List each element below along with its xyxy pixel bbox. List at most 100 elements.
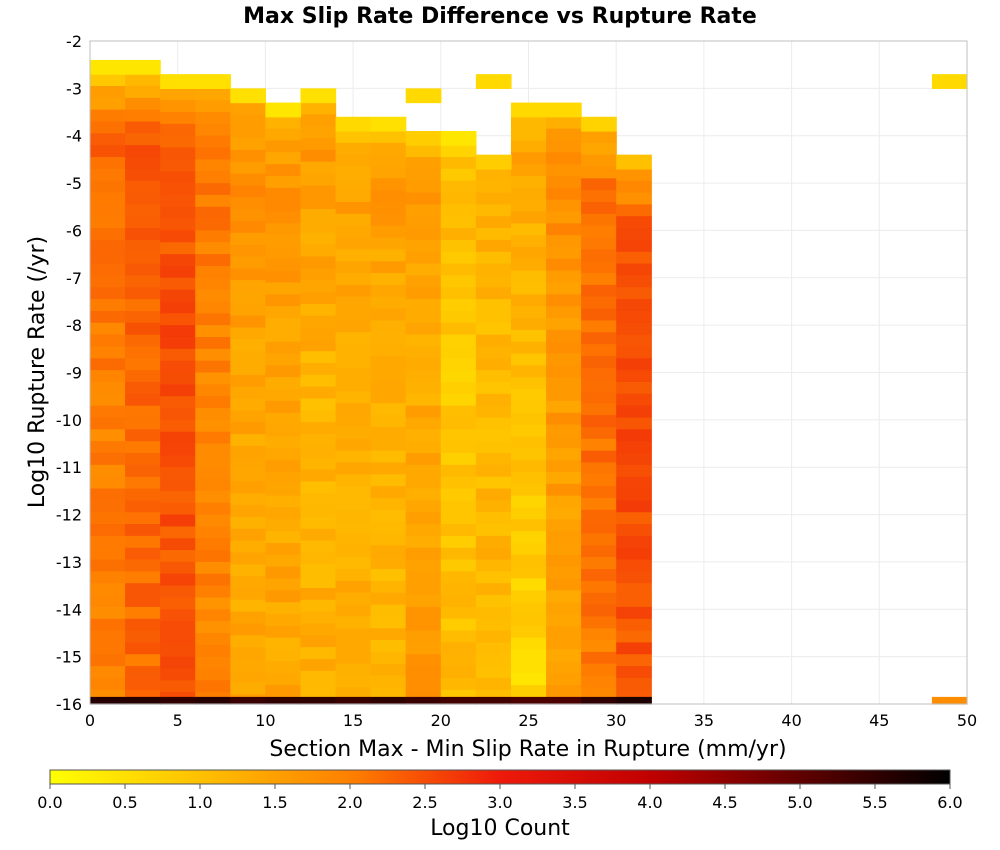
heatmap-cell-564: [475, 192, 512, 205]
heatmap-cell-173: [195, 230, 231, 243]
heatmap-cell-587: [475, 464, 512, 478]
heatmap-cell-55: [125, 85, 161, 99]
heatmap-cell-633: [510, 412, 547, 426]
heatmap-cell-648: [510, 590, 547, 603]
heatmap-cell-683: [546, 412, 582, 426]
heatmap-cell-705: [546, 673, 582, 686]
heatmap-cell-764: [616, 251, 652, 265]
heatmap-cell-600: [475, 618, 512, 632]
heatmap-cell-149: [160, 573, 196, 587]
heatmap-cell-639: [510, 483, 547, 497]
heatmap-cell-329: [300, 256, 337, 269]
heatmap-cell-231: [230, 303, 266, 317]
heatmap-cell-673: [546, 294, 582, 307]
chart-title: Max Slip Rate Difference vs Rupture Rate: [243, 4, 757, 29]
heatmap-cell-590: [475, 500, 512, 513]
heatmap-cell-415: [335, 687, 372, 698]
heatmap-cell-148: [160, 561, 196, 575]
heatmap-cell-197: [195, 514, 231, 528]
heatmap-cell-35: [90, 488, 126, 501]
heatmap-cell-454: [370, 569, 407, 582]
heatmap-cell-264: [230, 694, 266, 698]
heatmap-cell-124: [160, 277, 196, 291]
heatmap-cell-331: [300, 280, 337, 293]
y-axis-label: Log10 Rupture Rate (/yr): [25, 236, 50, 508]
heatmap-cell-713: [581, 190, 617, 203]
heatmap-cell-15: [90, 251, 126, 265]
heatmap-cell-282: [265, 306, 302, 319]
heatmap-cell-303: [265, 554, 302, 568]
heatmap-cell-755: [581, 687, 617, 698]
heatmap-cell-38: [90, 524, 126, 537]
heatmap-cell-511: [405, 677, 442, 691]
heatmap-cell-543: [440, 488, 477, 501]
heatmap-cell-170: [195, 194, 231, 208]
heatmap-cell-147: [160, 550, 196, 563]
heatmap-cell-626: [510, 329, 547, 343]
heatmap-cell-580: [475, 381, 512, 395]
heatmap-cell-419: [370, 154, 407, 168]
heatmap-cell-307: [265, 602, 302, 615]
heatmap-cell-509: [405, 654, 442, 667]
heatmap-cell-423: [370, 202, 407, 215]
heatmap-cell-448: [370, 497, 407, 511]
heatmap-cell-498: [405, 524, 442, 537]
heatmap-cell-560: [440, 689, 477, 698]
heatmap-cell-236: [230, 363, 266, 376]
heatmap-cell-90: [125, 500, 161, 513]
y-tick-label: -8: [66, 316, 82, 335]
heatmap-cell-628: [510, 353, 547, 366]
heatmap-cell-387: [335, 355, 372, 369]
heatmap-cell-263: [230, 682, 266, 696]
heatmap-cell-659: [546, 128, 582, 142]
heatmap-cell-115: [160, 171, 196, 184]
heatmap-cell-436: [370, 355, 407, 369]
heatmap-cell-464: [370, 687, 407, 698]
heatmap-cell-591: [475, 512, 512, 525]
heatmap-cell-328: [300, 244, 337, 258]
y-tick-label: -3: [66, 79, 82, 98]
heatmap-cell-39: [90, 535, 126, 549]
heatmap-cell-376: [335, 225, 372, 239]
heatmap-cell-550: [440, 571, 477, 584]
heatmap-cell-396: [335, 462, 372, 475]
heatmap-cell-698: [546, 590, 582, 603]
y-tick-label: -7: [66, 269, 82, 288]
heatmap-cell-47: [90, 630, 126, 644]
heatmap-cell-532: [440, 358, 477, 371]
heatmap-cell-330: [300, 268, 337, 281]
heatmap-cell-310: [265, 637, 302, 651]
heatmap-cell-150: [160, 585, 196, 599]
heatmap-cell-203: [195, 585, 231, 599]
heatmap-cell-56: [125, 97, 161, 111]
heatmap-cell-144: [160, 514, 196, 528]
heatmap-cell-345: [300, 445, 337, 459]
heatmap-cell-34: [90, 476, 126, 490]
heatmap-cell-573: [475, 299, 512, 312]
heatmap-cell-103: [125, 654, 161, 667]
heatmap-cell-62: [125, 168, 161, 182]
heatmap-cell-41: [90, 559, 126, 572]
heatmap-cell-158: [160, 680, 196, 693]
heatmap-cell-222: [230, 197, 266, 210]
heatmap-cell-284: [265, 329, 302, 343]
heatmap-cell-730: [581, 391, 617, 404]
heatmap-cell-73: [125, 299, 161, 312]
heatmap-cell-697: [546, 578, 582, 591]
heatmap-cell-788: [616, 535, 652, 549]
heatmap-cell-799: [616, 666, 652, 679]
heatmap-cell-634: [510, 424, 547, 438]
heatmap-cell-228: [230, 268, 266, 281]
heatmap-cell-810: [335, 116, 372, 132]
heatmap-cell-798: [616, 654, 652, 667]
heatmap-cell-655: [510, 673, 547, 686]
heatmap-cell-569: [475, 251, 512, 265]
heatmap-cell-689: [546, 483, 582, 497]
heatmap-cell-273: [265, 199, 302, 213]
heatmap-cell-131: [160, 360, 196, 374]
heatmap-cell-42: [90, 571, 126, 584]
heatmap-cell-670: [546, 258, 582, 272]
heatmap-cell-261: [230, 659, 266, 672]
heatmap-cell-539: [440, 441, 477, 454]
heatmap-cell-693: [546, 531, 582, 544]
